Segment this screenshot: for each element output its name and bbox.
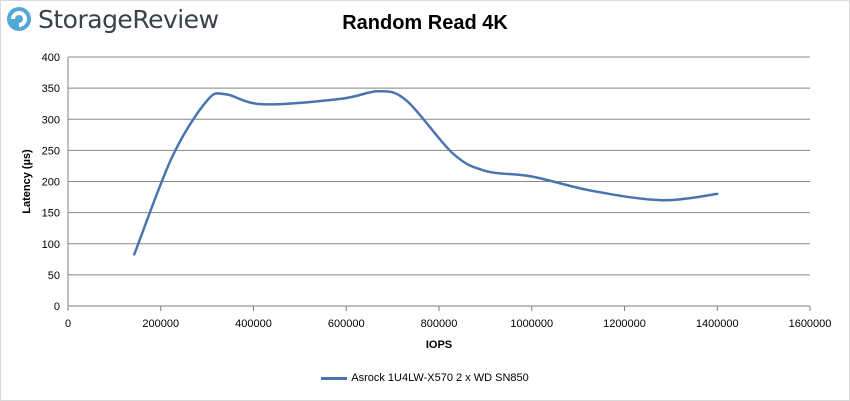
data-point bbox=[206, 99, 209, 102]
chart-title: Random Read 4K bbox=[342, 12, 508, 34]
storagereview-logo: StorageReview bbox=[4, 4, 219, 34]
x-tick-label: 400000 bbox=[235, 318, 272, 330]
y-tick-label: 300 bbox=[42, 114, 60, 126]
data-point bbox=[405, 99, 408, 102]
y-tick-label: 50 bbox=[48, 270, 60, 282]
storagereview-logo-icon bbox=[7, 7, 31, 31]
data-point bbox=[530, 175, 533, 178]
x-axis-title: IOPS bbox=[426, 339, 452, 351]
y-tick-label: 100 bbox=[42, 239, 60, 251]
series-line-0 bbox=[133, 89, 719, 256]
x-tick-label: 0 bbox=[65, 318, 71, 330]
data-point bbox=[660, 199, 663, 202]
data-point bbox=[452, 152, 455, 155]
y-axis-title: Latency (µs) bbox=[21, 149, 33, 214]
data-point bbox=[484, 170, 487, 173]
data-point bbox=[224, 93, 227, 96]
x-tick-label: 1400000 bbox=[696, 318, 739, 330]
x-tick-label: 200000 bbox=[142, 318, 179, 330]
x-tick-label: 1000000 bbox=[510, 318, 553, 330]
data-point bbox=[591, 190, 594, 193]
data-point bbox=[261, 103, 264, 106]
x-tick-label: 1600000 bbox=[789, 318, 832, 330]
y-tick-label: 250 bbox=[42, 145, 60, 157]
y-tick-label: 150 bbox=[42, 208, 60, 220]
y-tick-label: 0 bbox=[54, 301, 60, 313]
legend-label: Asrock 1U4LW-X570 2 x WD SN850 bbox=[351, 372, 529, 384]
data-point bbox=[133, 253, 136, 256]
legend-swatch bbox=[321, 376, 348, 380]
x-tick-label: 800000 bbox=[421, 318, 458, 330]
data-point bbox=[340, 97, 343, 100]
x-tick-label: 1200000 bbox=[603, 318, 646, 330]
data-point bbox=[171, 155, 174, 158]
y-tick-label: 400 bbox=[42, 52, 60, 64]
y-tick-label: 350 bbox=[42, 83, 60, 95]
data-point bbox=[716, 193, 719, 196]
legend: Asrock 1U4LW-X570 2 x WD SN850 bbox=[0, 372, 850, 384]
x-tick-label: 600000 bbox=[328, 318, 365, 330]
y-tick-label: 200 bbox=[42, 177, 60, 189]
logo-text: StorageReview bbox=[38, 4, 219, 34]
data-point bbox=[377, 90, 380, 93]
